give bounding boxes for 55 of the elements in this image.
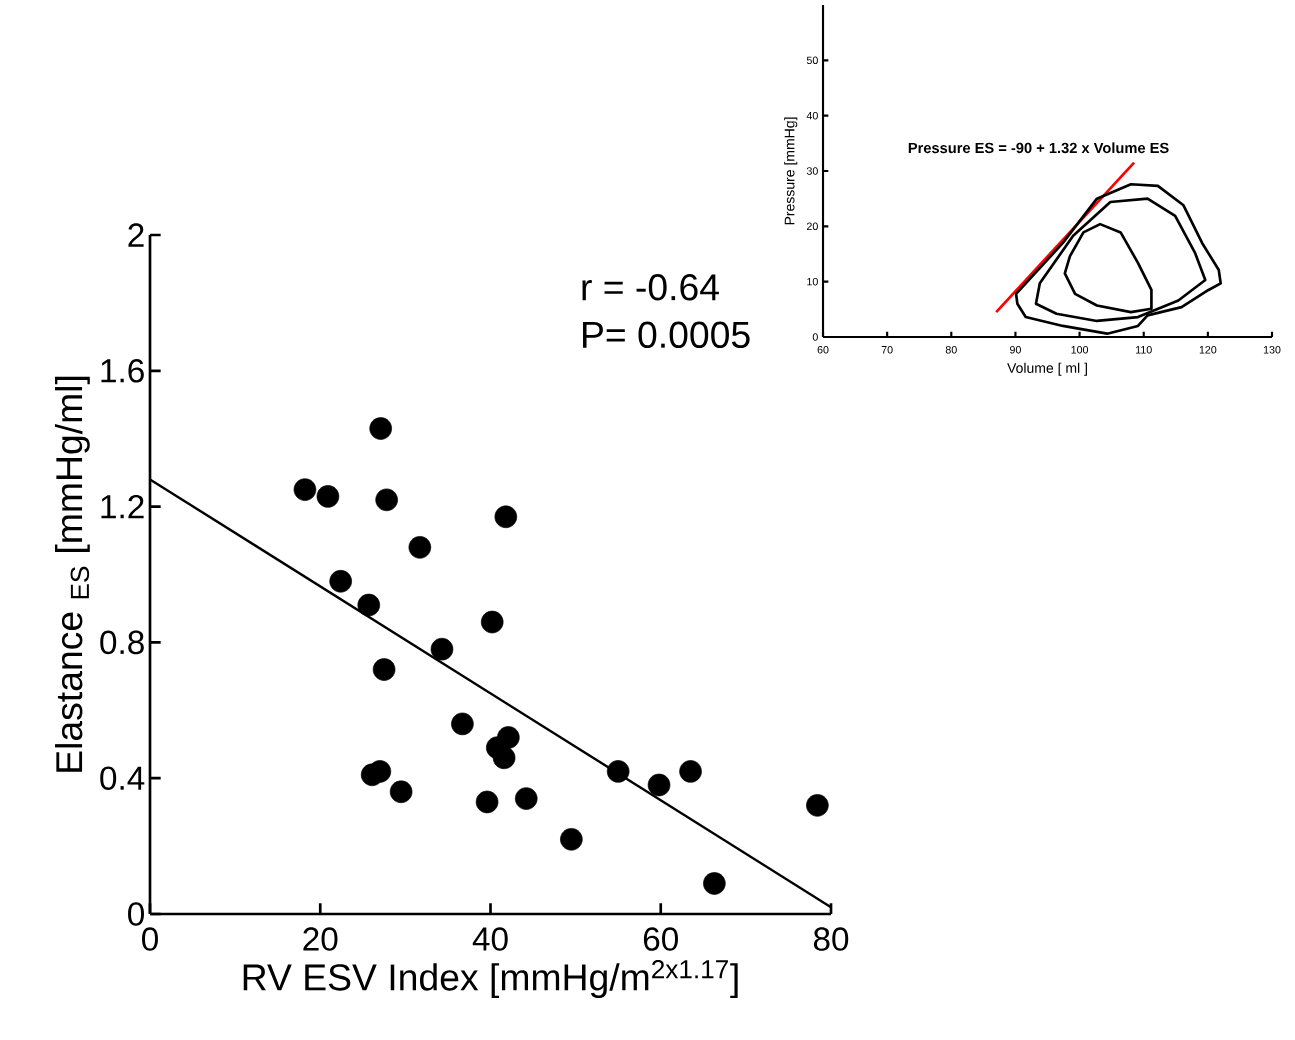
y-axis-title: Elastance $_{ES}$ [mmHg/ml] [55, 376, 90, 772]
point [389, 780, 413, 804]
point [451, 712, 474, 736]
point [480, 610, 504, 634]
point [492, 746, 516, 770]
x-tick-label: 80 [813, 927, 849, 951]
x-tick-label: 40 [472, 927, 508, 951]
y-tick-label: 30 [806, 167, 818, 175]
annotation: P= 0.0005 [583, 321, 750, 349]
point [647, 773, 671, 797]
point [806, 794, 829, 817]
y-axis-title: Pressure [mmHg] [784, 117, 798, 225]
point [475, 790, 499, 814]
point [494, 505, 518, 529]
y-tick-label: 0 [812, 333, 818, 341]
x-tick-label: 60 [817, 345, 829, 354]
point [375, 488, 398, 512]
x-axis-title: Volume [ ml ] [1007, 362, 1087, 376]
point [368, 760, 392, 783]
point [357, 593, 381, 617]
y-tick-label: 1.6 [101, 359, 144, 383]
annotation: Pressure ES = -90 + 1.32 x Volume ES [908, 142, 1169, 154]
x-tick-label: 90 [1010, 345, 1021, 354]
point [606, 760, 630, 783]
x-tick-label: 80 [945, 345, 957, 354]
point [497, 726, 520, 749]
x-tick-label: 20 [303, 927, 338, 951]
y-tick-label: 40 [806, 111, 818, 120]
y-tick-label: 2 [128, 223, 144, 247]
y-tick-label: 20 [806, 222, 818, 231]
y-tick-label: 1.2 [101, 494, 144, 519]
y-tick-label: 0 [128, 902, 144, 926]
point [293, 478, 317, 501]
point [560, 828, 583, 851]
x-tick-label: 60 [643, 927, 678, 951]
point [703, 872, 726, 895]
point [430, 637, 454, 661]
y-tick-label: 0.4 [100, 766, 145, 791]
x-tick-label: 130 [1263, 345, 1281, 354]
y-tick-label: 10 [807, 277, 818, 286]
annotation: r = -0.64 [582, 274, 719, 301]
y-tick-label: 0.8 [100, 630, 144, 655]
point [679, 760, 702, 783]
point [316, 485, 340, 508]
x-axis-title: RV ESV Index [mmHg/m$^{2x1.17}$] [243, 959, 738, 999]
point [408, 536, 432, 559]
point [329, 570, 352, 593]
x-tick-label: 110 [1136, 345, 1152, 354]
point [372, 658, 396, 681]
point [514, 787, 538, 810]
x-tick-label: 100 [1071, 345, 1089, 354]
x-tick-label: 70 [881, 345, 893, 354]
y-tick-label: 50 [806, 56, 818, 65]
point [369, 417, 392, 440]
x-tick-label: 120 [1199, 345, 1217, 354]
